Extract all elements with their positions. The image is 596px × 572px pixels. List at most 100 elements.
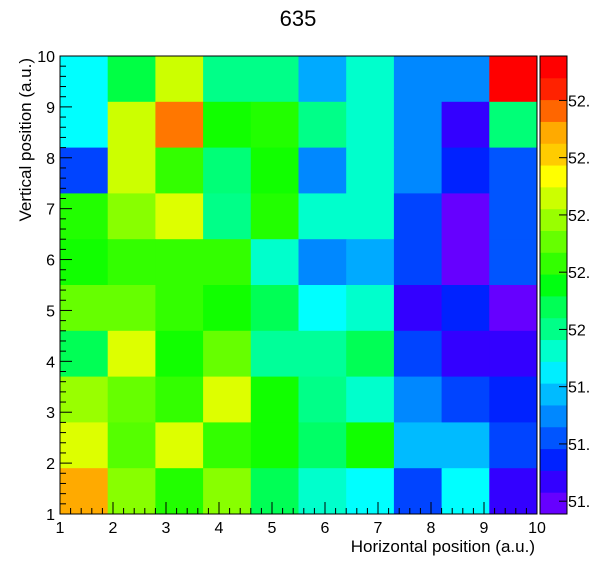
heatmap-cell: [250, 285, 299, 332]
heatmap-cell: [346, 101, 395, 149]
heatmap-cell: [393, 468, 443, 515]
x-tick-label: 3: [162, 520, 171, 537]
heatmap-cell: [489, 56, 538, 103]
heatmap-cell: [203, 56, 252, 103]
heatmap-cell: [155, 56, 204, 103]
heatmap-cell: [60, 56, 109, 103]
heatmap-cell: [441, 193, 490, 240]
y-tick-label: 2: [46, 456, 55, 473]
heatmap-cell: [107, 376, 156, 423]
heatmap-cell: [393, 101, 443, 149]
heatmap-cell: [250, 193, 299, 240]
heatmap-cell: [489, 239, 538, 286]
colorbar-swatch: [540, 426, 567, 450]
color-scale-bar: 51. 51. 51. 52 52. 52. 52. 52.: [539, 55, 590, 515]
heatmap-cell: [203, 239, 252, 286]
heatmap-cell: [107, 147, 156, 194]
x-tick-label: 5: [268, 520, 277, 537]
y-tick-label: 5: [46, 303, 55, 320]
heatmap-cell: [346, 147, 395, 194]
heatmap-cell: [489, 330, 538, 378]
heatmap-cell: [107, 239, 156, 286]
heatmap-cell: [155, 193, 204, 240]
x-tick-label: 8: [427, 520, 436, 537]
heatmap-cell: [155, 147, 204, 194]
x-tick-label: 4: [215, 520, 224, 537]
heatmap-cell: [346, 330, 395, 378]
colorbar-swatch: [540, 143, 567, 166]
heatmap-cell: [107, 193, 156, 240]
heatmap-cell: [203, 376, 252, 423]
colorbar-swatch: [540, 295, 567, 319]
heatmap-cell: [203, 101, 252, 149]
heatmap-cell: [107, 101, 156, 149]
colorbar-swatch: [540, 208, 567, 231]
heatmap-cell: [298, 376, 347, 423]
heatmap-cell: [155, 239, 204, 286]
heatmap-cell: [60, 285, 109, 332]
heatmap-cell: [60, 147, 109, 194]
colorbar-frame: [539, 55, 568, 515]
x-tick-label: 2: [109, 520, 118, 537]
heatmap-cell: [298, 56, 347, 103]
y-tick-label: 6: [46, 253, 55, 270]
heatmap-cell: [107, 285, 156, 332]
heatmap-cell: [346, 422, 395, 469]
colorbar-swatch: [540, 361, 567, 384]
heatmap-cell: [489, 285, 538, 332]
y-tick-label: 8: [46, 151, 55, 168]
heatmap-cell: [393, 422, 443, 469]
heatmap-cell: [441, 330, 490, 378]
heatmap-cell: [60, 422, 109, 469]
y-tick-label: 10: [37, 49, 55, 66]
heatmap-cells: [60, 56, 538, 515]
heatmap-cell: [203, 468, 252, 515]
y-tick-label: 4: [46, 354, 55, 371]
colorbar-label: 52.: [568, 151, 590, 168]
colorbar-swatch: [540, 77, 567, 101]
heatmap-cell: [155, 285, 204, 332]
heatmap-cell: [441, 56, 490, 103]
colorbar-swatch: [540, 448, 567, 471]
y-tick-label: 7: [46, 202, 55, 219]
y-tick-label: 3: [46, 405, 55, 422]
colorbar-label: 52.: [568, 93, 590, 110]
heatmap-cell: [346, 193, 395, 240]
colorbar-swatch: [540, 339, 567, 362]
heatmap-cell: [298, 147, 347, 194]
heatmap-cell: [489, 376, 538, 423]
heatmap-cell: [441, 101, 490, 149]
x-tick-label: 7: [374, 520, 383, 537]
heatmap-cell: [250, 468, 299, 515]
colorbar-swatch: [540, 317, 567, 341]
plot-frame: [59, 55, 538, 515]
heatmap-cell: [155, 422, 204, 469]
heatmap-cell: [298, 468, 347, 515]
heatmap-cell: [441, 422, 490, 469]
colorbar-swatch: [540, 56, 567, 79]
heatmap-cell: [250, 330, 299, 378]
x-tick-label: 10: [528, 520, 546, 537]
heatmap-cell: [155, 376, 204, 423]
colorbar-swatch: [540, 165, 567, 188]
colorbar-swatch: [540, 121, 567, 144]
heatmap-cell: [441, 468, 490, 515]
heatmap-cell: [489, 468, 538, 515]
colorbar-label: 52.: [568, 208, 590, 225]
y-axis: 1 2 3 4 5 6 7 8 9 10: [37, 49, 72, 524]
colorbar-swatch: [540, 252, 567, 275]
heatmap-cell: [393, 239, 443, 286]
x-axis-label: Horizontal position (a.u.): [351, 537, 535, 556]
heatmap-cell: [107, 468, 156, 515]
x-tick-label: 6: [321, 520, 330, 537]
heatmap-cell: [155, 330, 204, 378]
y-axis-label: Vertical position (a.u.): [16, 58, 35, 221]
heatmap-cell: [346, 239, 395, 286]
heatmap-cell: [393, 330, 443, 378]
heatmap-cell: [155, 101, 204, 149]
colorbar-swatch: [540, 470, 567, 493]
heatmap-cell: [250, 422, 299, 469]
heatmap-cell: [393, 147, 443, 194]
colorbar-label: 51.: [568, 494, 590, 511]
